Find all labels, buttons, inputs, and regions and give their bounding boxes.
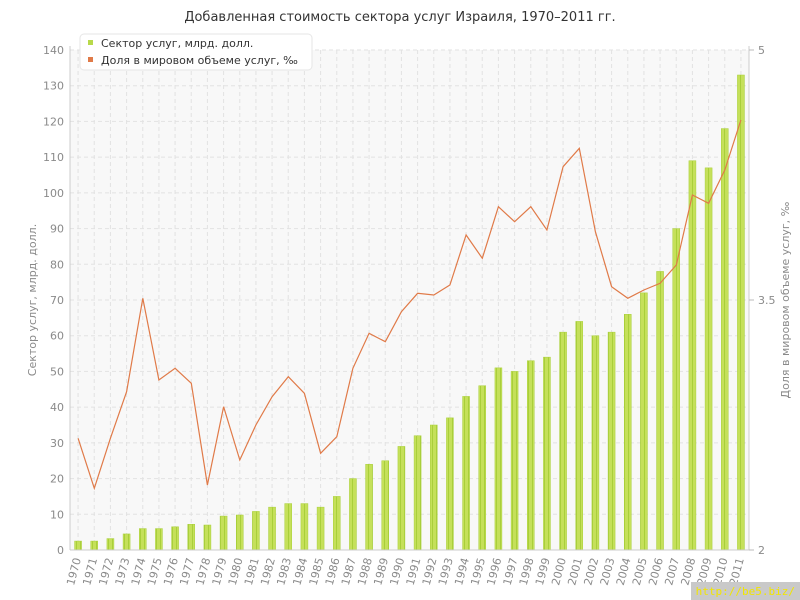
y-tick-label: 110 bbox=[43, 151, 64, 164]
line-series bbox=[77, 119, 742, 491]
bar bbox=[656, 271, 664, 551]
bar bbox=[300, 503, 309, 551]
watermark-link[interactable]: http://be5.biz/ bbox=[690, 582, 800, 600]
bar bbox=[721, 128, 729, 551]
bar bbox=[171, 526, 179, 551]
y2-tick-label: 3.5 bbox=[758, 294, 776, 307]
bar bbox=[704, 167, 713, 551]
legend-label-bar: Сектор услуг, млрд. долл. bbox=[101, 37, 253, 50]
bar bbox=[139, 528, 147, 551]
bar bbox=[381, 460, 389, 551]
y-tick-label: 140 bbox=[43, 44, 64, 57]
y-tick-label: 30 bbox=[50, 437, 64, 450]
bar bbox=[494, 367, 503, 551]
y-axis-label: Сектор услуг, млрд. долл. bbox=[26, 224, 39, 376]
bar bbox=[349, 478, 357, 551]
bar bbox=[527, 360, 535, 551]
y-tick-label: 20 bbox=[50, 473, 64, 486]
bar bbox=[397, 446, 406, 551]
bar bbox=[219, 515, 228, 551]
bar bbox=[688, 160, 697, 551]
bar bbox=[333, 496, 341, 551]
bar bbox=[268, 506, 276, 551]
y-tick-label: 40 bbox=[50, 401, 64, 414]
y-tick-label: 100 bbox=[43, 187, 64, 200]
bar bbox=[624, 314, 632, 551]
bar bbox=[122, 533, 131, 551]
y-tick-label: 50 bbox=[50, 365, 64, 378]
y-tick-label: 80 bbox=[50, 258, 64, 271]
bar-series bbox=[74, 74, 745, 551]
bar bbox=[90, 540, 98, 551]
bar bbox=[737, 74, 745, 551]
y2-tick-label: 2 bbox=[758, 544, 765, 557]
bar bbox=[74, 540, 82, 551]
y-tick-label: 0 bbox=[57, 544, 64, 557]
bar bbox=[284, 503, 292, 551]
y-tick-label: 60 bbox=[50, 330, 64, 343]
bar bbox=[365, 464, 373, 551]
legend: Сектор услуг, млрд. долл. Доля в мировом… bbox=[79, 33, 313, 71]
bar bbox=[106, 538, 115, 551]
bar bbox=[575, 321, 583, 551]
y2-tick-label: 5 bbox=[758, 44, 765, 57]
bar bbox=[316, 506, 325, 551]
bar bbox=[252, 511, 260, 551]
legend-swatch-bar bbox=[88, 40, 93, 45]
bar bbox=[187, 524, 195, 551]
line-share bbox=[77, 119, 742, 491]
chart-title: Добавленная стоимость сектора услуг Изра… bbox=[184, 10, 616, 25]
y-tick-label: 70 bbox=[50, 294, 64, 307]
y-tick-label: 90 bbox=[50, 223, 64, 236]
bar bbox=[155, 528, 163, 551]
y-tick-label: 120 bbox=[43, 115, 64, 128]
bar bbox=[640, 292, 648, 551]
bar bbox=[430, 424, 438, 551]
y-tick-label: 130 bbox=[43, 80, 64, 93]
y-tick-label: 10 bbox=[50, 508, 64, 521]
y2-axis-label: Доля в мировом объеме услуг, ‰ bbox=[779, 201, 792, 398]
legend-swatch-line bbox=[88, 57, 93, 62]
bar bbox=[203, 524, 212, 551]
axes: 010203040506070809010011012013014023.551… bbox=[43, 44, 776, 587]
bar bbox=[462, 396, 470, 551]
bar bbox=[543, 356, 551, 551]
bar bbox=[591, 335, 600, 551]
bar bbox=[559, 331, 567, 551]
bar bbox=[446, 417, 454, 551]
bar bbox=[478, 385, 486, 551]
bar bbox=[607, 331, 616, 551]
bar bbox=[672, 228, 680, 551]
bar bbox=[236, 514, 244, 551]
bar bbox=[510, 371, 519, 551]
legend-label-line: Доля в мировом объеме услуг, ‰ bbox=[101, 54, 298, 67]
legend-box bbox=[79, 33, 313, 71]
bar bbox=[413, 435, 422, 551]
